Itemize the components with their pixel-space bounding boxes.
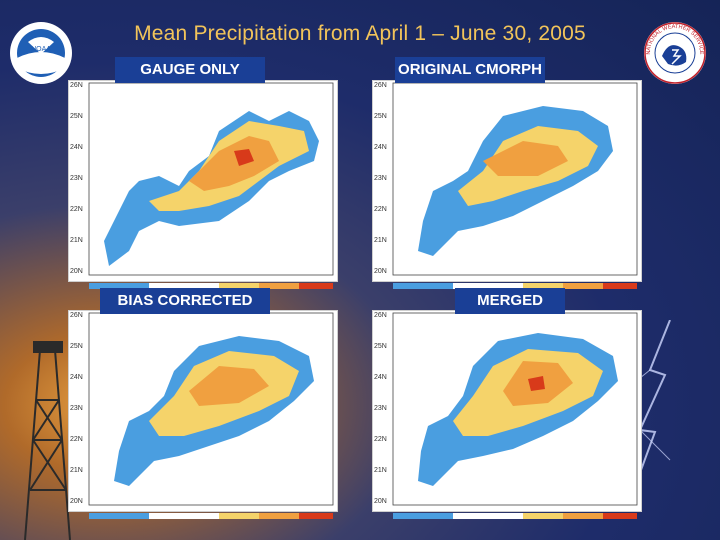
map-panel-bias-corrected bbox=[68, 310, 338, 519]
nws-logo-icon: NATIONAL WEATHER SERVICE bbox=[644, 22, 706, 84]
lat-tick-label: 25N bbox=[70, 113, 83, 120]
precip-map-gauge-only bbox=[88, 82, 334, 276]
colorbar bbox=[69, 513, 337, 519]
panel-label-bias-corrected: BIAS CORRECTED bbox=[100, 288, 270, 314]
map-panel-original-cmorph bbox=[372, 80, 642, 289]
lat-tick-label: 20N bbox=[374, 268, 387, 275]
lat-tick-label: 23N bbox=[70, 405, 83, 412]
lat-tick-label: 22N bbox=[374, 206, 387, 213]
noaa-logo-icon: NOAA bbox=[10, 22, 72, 84]
lat-tick-label: 23N bbox=[70, 175, 83, 182]
lat-tick-label: 24N bbox=[374, 374, 387, 381]
lat-tick-label: 26N bbox=[70, 312, 83, 319]
noaa-logo-text: NOAA bbox=[31, 46, 51, 53]
lat-tick-label: 23N bbox=[374, 175, 387, 182]
lat-tick-label: 25N bbox=[374, 343, 387, 350]
lat-tick-label: 22N bbox=[70, 436, 83, 443]
lat-tick-label: 21N bbox=[374, 237, 387, 244]
colorbar bbox=[373, 283, 641, 289]
page-title: Mean Precipitation from April 1 – June 3… bbox=[134, 22, 586, 45]
lat-tick-label: 21N bbox=[70, 237, 83, 244]
colorbar bbox=[69, 283, 337, 289]
colorbar bbox=[373, 513, 641, 519]
lat-tick-label: 23N bbox=[374, 405, 387, 412]
panel-label-original-cmorph: ORIGINAL CMORPH bbox=[395, 57, 545, 83]
panel-label-merged: MERGED bbox=[455, 288, 565, 314]
weather-tower-icon bbox=[24, 341, 71, 540]
map-panel-merged bbox=[372, 310, 642, 519]
map-panel-gauge-only bbox=[68, 80, 338, 289]
lat-tick-label: 20N bbox=[70, 268, 83, 275]
lat-tick-label: 25N bbox=[70, 343, 83, 350]
lat-tick-label: 26N bbox=[70, 82, 83, 89]
lat-tick-label: 25N bbox=[374, 113, 387, 120]
precip-map-original-cmorph bbox=[392, 82, 638, 276]
lat-tick-label: 22N bbox=[374, 436, 387, 443]
precip-map-bias-corrected bbox=[88, 312, 334, 506]
lat-tick-label: 24N bbox=[374, 144, 387, 151]
lat-tick-label: 24N bbox=[70, 144, 83, 151]
lat-tick-label: 26N bbox=[374, 82, 387, 89]
panel-label-gauge-only: GAUGE ONLY bbox=[115, 57, 265, 83]
lat-tick-label: 22N bbox=[70, 206, 83, 213]
lat-tick-label: 20N bbox=[374, 498, 387, 505]
precip-map-merged bbox=[392, 312, 638, 506]
lat-tick-label: 26N bbox=[374, 312, 387, 319]
lat-tick-label: 21N bbox=[374, 467, 387, 474]
lat-tick-label: 20N bbox=[70, 498, 83, 505]
lat-tick-label: 24N bbox=[70, 374, 83, 381]
lat-tick-label: 21N bbox=[70, 467, 83, 474]
